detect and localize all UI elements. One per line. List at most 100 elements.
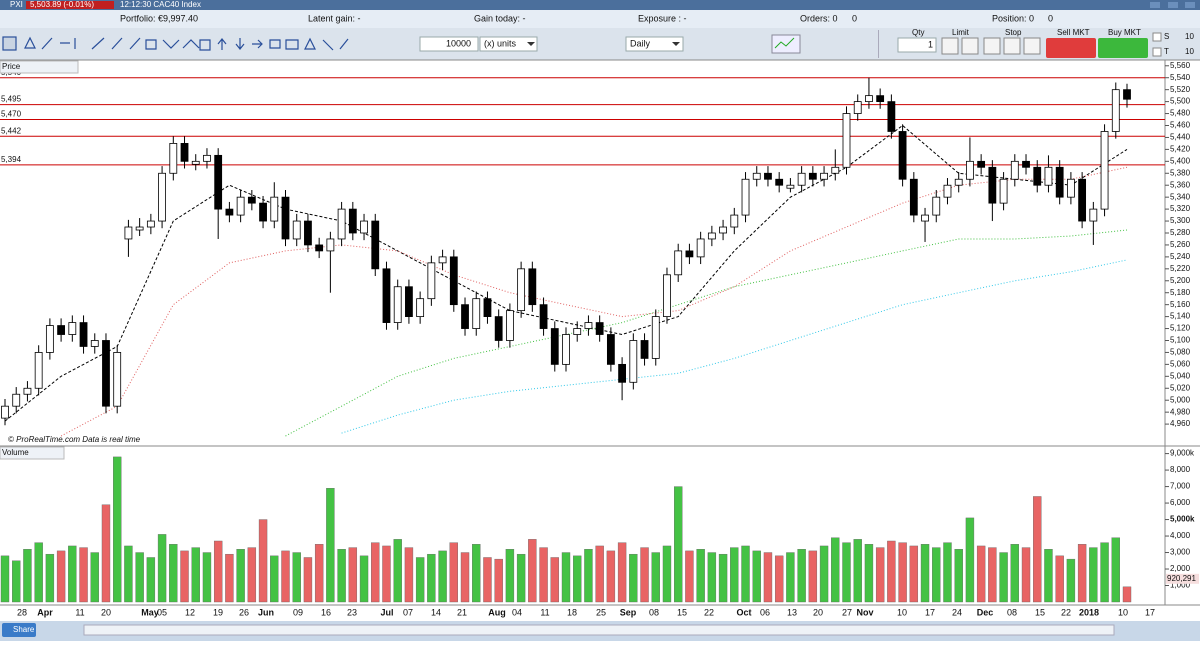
candle-body [146, 220, 155, 228]
y-tick-label: 5,440 [1170, 133, 1191, 142]
volume-bar [169, 544, 178, 603]
stop-3[interactable] [1023, 37, 1041, 55]
buy-button[interactable] [1098, 38, 1148, 58]
x-tick-label: 11 [540, 607, 549, 617]
indicators-button[interactable] [771, 34, 801, 54]
period-select[interactable] [625, 36, 684, 52]
panel-title: Price [2, 62, 21, 71]
units-select[interactable] [479, 36, 538, 52]
candle-body [921, 214, 929, 222]
candle-body [348, 208, 357, 234]
s-checkbox[interactable] [1152, 32, 1162, 42]
level-label: 5,442 [1, 126, 22, 135]
y-tick-label: 7,000 [1170, 482, 1191, 491]
y-tick-label: 5,200 [1170, 276, 1191, 285]
volume-bar [258, 519, 268, 603]
volume-bar [842, 542, 851, 603]
panel-title: Volume [2, 448, 29, 457]
x-tick-label: 11 [75, 607, 84, 617]
candle-body [685, 250, 694, 258]
plot: 4,960 4,980 5,000 5,020 5,040 5,060 5,080 5,100… [0, 60, 1199, 617]
x-tick-label: Sep [620, 607, 637, 617]
x-tick-label: 20 [101, 607, 111, 617]
volume-bar [393, 539, 402, 603]
y-tick-label: 5,080 [1170, 348, 1191, 357]
volume-bar [853, 539, 862, 603]
buy-label: Buy MKT [1108, 28, 1141, 37]
quantity-input[interactable] [419, 36, 479, 52]
sell-button[interactable] [1046, 38, 1096, 58]
candle-body [505, 310, 514, 341]
volume-bar [797, 549, 806, 603]
x-tick-label: 08 [1007, 607, 1017, 617]
volume-bar [516, 553, 526, 603]
sell-label: Sell MKT [1057, 28, 1090, 37]
y-tick-label: 5,240 [1170, 252, 1191, 261]
volume-bar [685, 550, 694, 603]
t-checkbox[interactable] [1152, 47, 1162, 57]
candle-body [169, 143, 178, 174]
candle-body [842, 113, 851, 168]
volume-bar [819, 545, 829, 603]
volume-bar [752, 550, 761, 603]
volume-bar [730, 547, 739, 603]
volume-bar [68, 545, 77, 603]
candle-body [876, 95, 885, 103]
candle-body [416, 298, 425, 318]
volume-bar [674, 486, 683, 603]
volume-bar [999, 552, 1008, 603]
drawing-tools[interactable] [2, 36, 349, 51]
volume-bar [718, 553, 728, 603]
limit-label: Limit [952, 28, 970, 37]
y-tick-label: 5,220 [1170, 264, 1191, 273]
candle-body [539, 304, 548, 329]
quote-box [26, 1, 114, 9]
volume-bar [786, 552, 795, 603]
x-tick-label: 08 [649, 607, 659, 617]
candle-body [45, 325, 54, 353]
volume-bar [213, 540, 223, 603]
volume-bar [909, 545, 919, 603]
x-tick-label: 20 [813, 607, 823, 617]
share-button[interactable] [2, 623, 36, 637]
candle-body [449, 256, 458, 306]
volume-bar [707, 552, 717, 603]
y-tick-label: 5,100 [1170, 336, 1191, 345]
volume-bar [1021, 547, 1031, 603]
candle-body [337, 208, 346, 240]
candle-body [483, 298, 492, 318]
y-tick-label: 5,400 [1170, 156, 1191, 165]
volume-bar [270, 555, 279, 603]
scrollbar[interactable] [83, 624, 1115, 636]
candle-body [831, 166, 840, 174]
y-tick-label: 8,000 [1170, 465, 1191, 474]
limit-buy[interactable] [941, 37, 959, 55]
qty-input[interactable] [897, 37, 937, 53]
limit-sell[interactable] [961, 37, 979, 55]
candle-body [236, 196, 245, 216]
candle-body [730, 214, 739, 228]
stop-2[interactable] [1003, 37, 1021, 55]
candle-body [90, 340, 99, 347]
volume-bar [550, 557, 559, 603]
level-label: 5,495 [1, 95, 22, 104]
volume-bar [191, 547, 200, 603]
candle-body [124, 226, 133, 240]
candle-body [808, 172, 817, 180]
y-tick-label: 5,560 [1170, 61, 1191, 70]
candle-body [1100, 131, 1109, 210]
x-tick-label: 28 [17, 607, 27, 617]
qty-label: Qty [912, 28, 924, 37]
volume-bar [573, 555, 582, 603]
volume-bar [135, 552, 144, 603]
close[interactable] [1185, 2, 1195, 8]
candle-body [427, 262, 436, 300]
volume-bar [494, 558, 503, 603]
maximize[interactable] [1168, 2, 1178, 8]
indicator-icon [774, 37, 795, 49]
y-tick-label: 5,260 [1170, 240, 1191, 249]
position: Position: 0 [992, 13, 1034, 23]
minimize[interactable] [1150, 2, 1160, 8]
stop-1[interactable] [983, 37, 1001, 55]
x-tick-label: 17 [1145, 607, 1155, 617]
